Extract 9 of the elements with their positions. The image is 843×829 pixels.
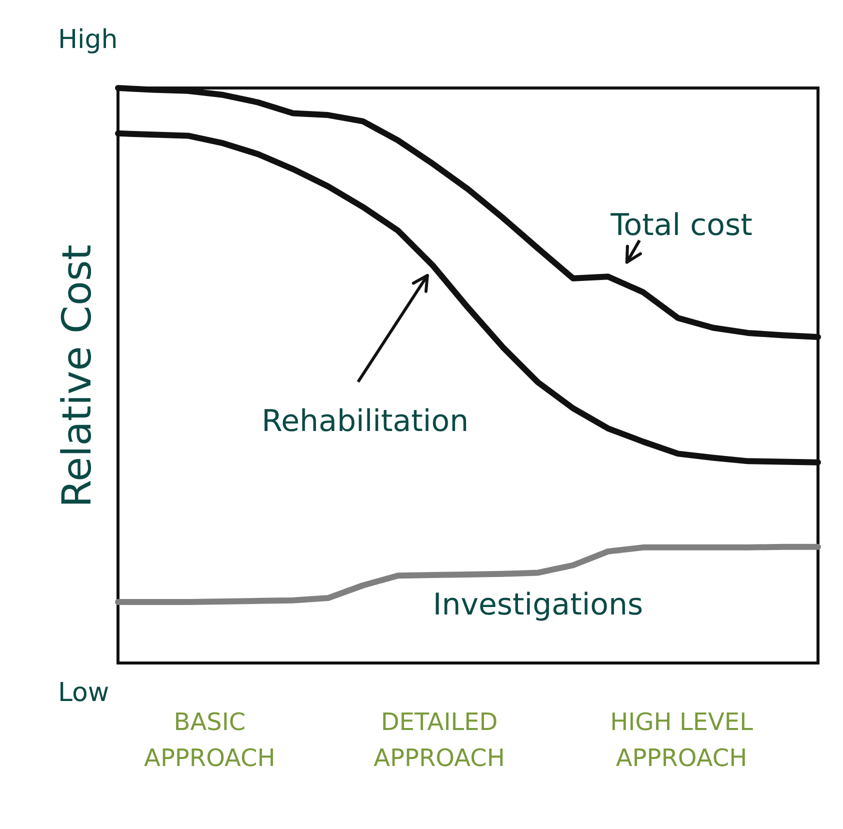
text: Rehabilitation <box>262 404 469 440</box>
text: Low <box>58 678 110 708</box>
text: DETAILED APPROACH <box>374 708 505 772</box>
series-label: Total cost <box>610 208 753 243</box>
text: High <box>58 25 118 55</box>
y-axis-title: Relative Cost <box>54 244 100 508</box>
series-label: Investigations <box>432 588 644 622</box>
text: BASIC APPROACH <box>144 708 276 772</box>
text: HIGH LEVEL APPROACH <box>610 708 754 772</box>
